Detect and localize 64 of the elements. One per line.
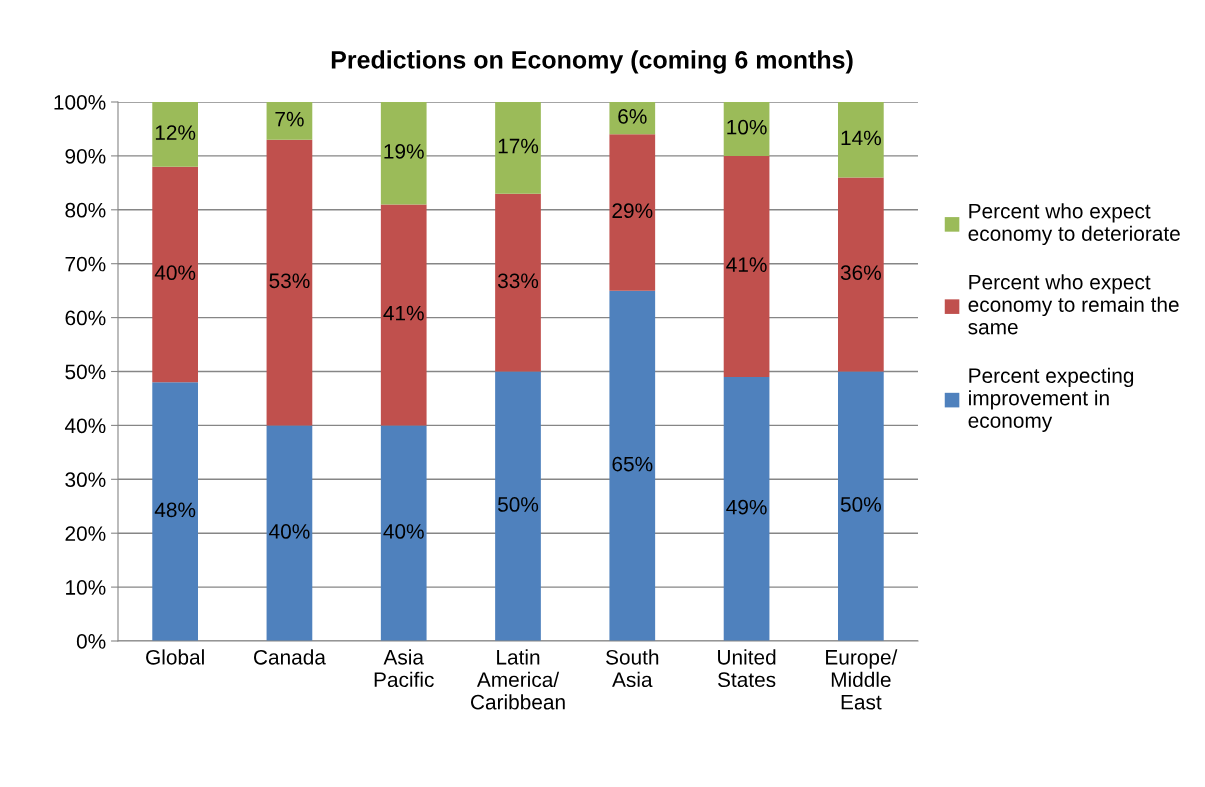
x-tick-label: Europe/ Middle East [826, 649, 898, 710]
bar [838, 102, 884, 178]
y-tick-label: 0% [76, 634, 106, 649]
data-label: 12% [155, 125, 196, 140]
y-tick-label: 30% [65, 472, 106, 488]
bar [838, 177, 884, 372]
chart-title: Predictions on Economy (coming 6 months) [331, 50, 853, 74]
data-label: 33% [497, 273, 539, 289]
bar [609, 134, 656, 291]
data-label: 17% [498, 138, 539, 154]
x-tick-label: Latin America/ Caribbean [471, 649, 565, 710]
bar [838, 371, 884, 641]
bar [723, 155, 770, 377]
x-tick-label: United States [717, 649, 776, 688]
legend-label: Percent who expect economy to deteriorate [968, 203, 1180, 246]
y-tick-label: 70% [65, 256, 106, 272]
bar [152, 382, 198, 641]
data-label: 50% [497, 497, 539, 512]
bar [152, 102, 198, 167]
x-tick-label: Global [146, 649, 204, 665]
data-label: 40% [269, 524, 310, 539]
y-tick-label: 90% [65, 148, 106, 164]
bar [495, 193, 541, 372]
bar [380, 425, 427, 641]
bar [609, 102, 656, 135]
data-label: 10% [727, 119, 767, 135]
x-tick-label: Canada [254, 649, 326, 665]
data-label: 6% [618, 109, 647, 124]
data-label: 41% [726, 257, 767, 272]
bar [609, 290, 656, 641]
data-label: 14% [841, 130, 881, 146]
data-label: 53% [269, 273, 310, 289]
bar [380, 204, 427, 426]
y-tick-label: 60% [65, 310, 106, 326]
legend-label: Percent expecting improvement in economy [968, 367, 1134, 432]
data-label: 29% [612, 203, 653, 219]
y-tick-label: 80% [65, 202, 106, 218]
data-label: 40% [383, 524, 424, 539]
bar [152, 166, 198, 383]
data-label: 48% [154, 502, 196, 518]
bar [723, 102, 770, 156]
y-tick-label: 10% [66, 580, 106, 595]
x-tick-label: Asia Pacific [374, 649, 434, 688]
y-tick-label: 20% [65, 526, 106, 541]
data-label: 7% [275, 111, 304, 127]
y-tick-label: 40% [64, 418, 106, 434]
data-label: 49% [726, 499, 767, 515]
bar [266, 425, 313, 641]
data-label: 41% [383, 305, 424, 321]
bar [380, 102, 427, 205]
bar [723, 376, 770, 641]
bar [495, 102, 541, 194]
x-tick-label: South Asia [606, 649, 659, 688]
y-tick-label: 100% [54, 95, 106, 110]
bar [495, 371, 541, 641]
bar [266, 139, 313, 426]
data-label: 40% [154, 265, 196, 281]
y-tick-label: 50% [65, 364, 106, 380]
data-label: 50% [840, 497, 881, 512]
data-label: 19% [384, 144, 424, 159]
legend-label: Percent who expect economy to remain the same [968, 274, 1179, 335]
bar [266, 102, 313, 140]
data-label: 65% [612, 456, 653, 472]
data-label: 36% [840, 265, 881, 281]
